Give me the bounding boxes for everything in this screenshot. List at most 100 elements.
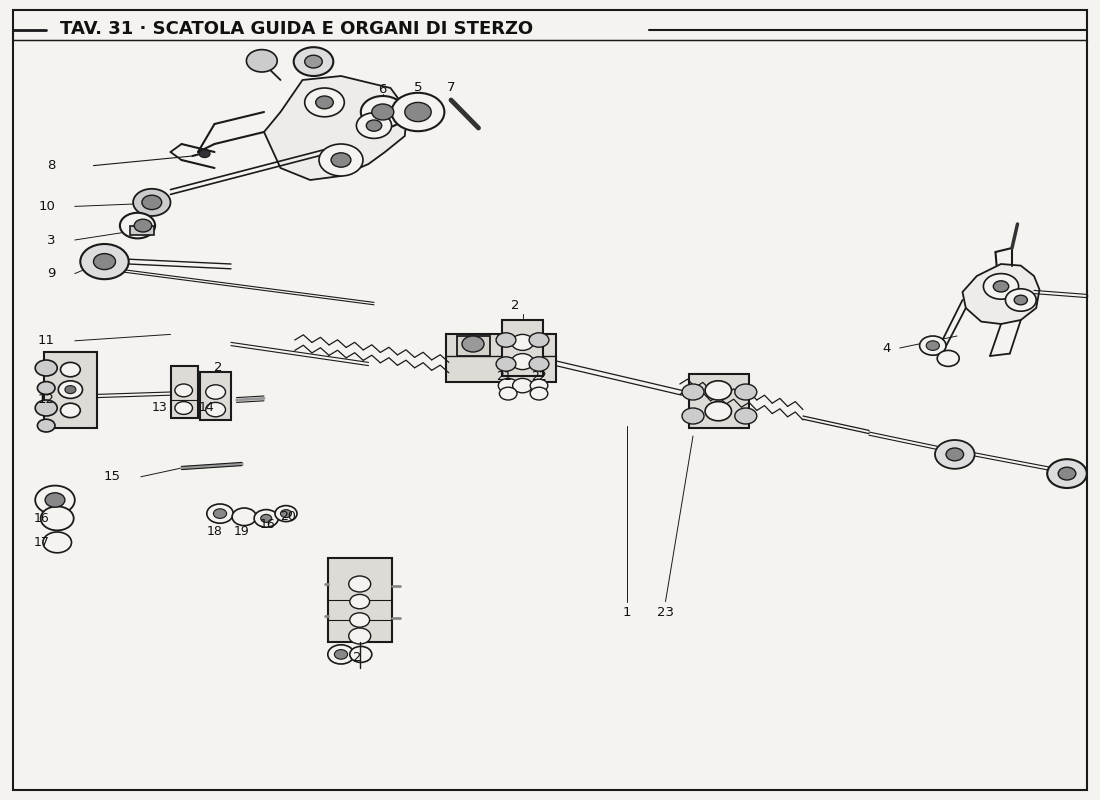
Text: 2: 2 — [213, 361, 222, 374]
Circle shape — [405, 102, 431, 122]
Circle shape — [213, 509, 227, 518]
Text: 13: 13 — [152, 401, 167, 414]
Text: 9: 9 — [46, 267, 55, 280]
Circle shape — [983, 274, 1019, 299]
Text: 5: 5 — [414, 81, 422, 94]
Circle shape — [1047, 459, 1087, 488]
Circle shape — [60, 362, 80, 377]
Text: 16: 16 — [34, 512, 50, 525]
Text: 17: 17 — [34, 536, 50, 549]
Circle shape — [512, 354, 534, 370]
Bar — [44, 352, 97, 428]
Circle shape — [133, 189, 170, 216]
Circle shape — [280, 510, 292, 518]
Circle shape — [935, 440, 975, 469]
Circle shape — [705, 402, 732, 421]
Circle shape — [361, 96, 405, 128]
Circle shape — [305, 88, 344, 117]
Circle shape — [350, 594, 370, 609]
Circle shape — [529, 333, 549, 347]
Polygon shape — [242, 240, 880, 368]
Text: 22: 22 — [531, 370, 547, 382]
Circle shape — [334, 650, 348, 659]
Circle shape — [513, 378, 532, 393]
Text: 18: 18 — [207, 525, 222, 538]
Polygon shape — [264, 76, 407, 180]
Polygon shape — [962, 264, 1040, 324]
Circle shape — [142, 195, 162, 210]
Circle shape — [232, 508, 256, 526]
Text: 8: 8 — [46, 159, 55, 172]
Circle shape — [305, 55, 322, 68]
Circle shape — [207, 504, 233, 523]
Text: 1: 1 — [623, 606, 631, 618]
Circle shape — [206, 385, 225, 399]
Circle shape — [58, 381, 82, 398]
Text: 2: 2 — [510, 299, 519, 312]
Text: 12: 12 — [39, 393, 55, 406]
Circle shape — [705, 381, 732, 400]
Text: 23: 23 — [657, 606, 674, 618]
Text: 4: 4 — [882, 342, 891, 354]
Circle shape — [206, 402, 225, 417]
Circle shape — [530, 379, 548, 392]
Text: eurospares: eurospares — [321, 398, 779, 466]
Circle shape — [37, 382, 55, 394]
Circle shape — [496, 357, 516, 371]
Circle shape — [530, 387, 548, 400]
Circle shape — [350, 646, 372, 662]
Bar — [328, 558, 392, 642]
Bar — [446, 334, 556, 382]
Circle shape — [1014, 295, 1027, 305]
Circle shape — [175, 402, 192, 414]
Circle shape — [372, 104, 394, 120]
Bar — [200, 372, 231, 420]
Circle shape — [498, 378, 518, 393]
Circle shape — [1058, 467, 1076, 480]
Circle shape — [294, 47, 333, 76]
Text: 15: 15 — [104, 470, 121, 483]
Circle shape — [45, 493, 65, 507]
Circle shape — [392, 93, 444, 131]
Circle shape — [462, 336, 484, 352]
Bar — [689, 374, 749, 428]
Text: 3: 3 — [46, 234, 55, 246]
Circle shape — [261, 514, 272, 522]
Text: 21: 21 — [496, 370, 512, 382]
Circle shape — [94, 254, 115, 270]
Circle shape — [682, 408, 704, 424]
Text: 10: 10 — [39, 200, 55, 213]
Circle shape — [120, 213, 155, 238]
Circle shape — [349, 628, 371, 644]
Circle shape — [43, 532, 72, 553]
Text: 19: 19 — [234, 525, 250, 538]
Circle shape — [65, 386, 76, 394]
Circle shape — [496, 333, 516, 347]
Circle shape — [37, 419, 55, 432]
Circle shape — [246, 50, 277, 72]
Text: 20: 20 — [280, 510, 296, 522]
Circle shape — [356, 113, 392, 138]
Circle shape — [35, 360, 57, 376]
Circle shape — [328, 645, 354, 664]
Circle shape — [937, 350, 959, 366]
Circle shape — [682, 384, 704, 400]
Circle shape — [926, 341, 939, 350]
Circle shape — [41, 506, 74, 530]
Circle shape — [366, 120, 382, 131]
Circle shape — [275, 506, 297, 522]
Bar — [456, 336, 490, 356]
Circle shape — [80, 244, 129, 279]
Circle shape — [946, 448, 964, 461]
Circle shape — [199, 150, 210, 158]
Circle shape — [316, 96, 333, 109]
Text: TAV. 31 · SCATOLA GUIDA E ORGANI DI STERZO: TAV. 31 · SCATOLA GUIDA E ORGANI DI STER… — [60, 20, 534, 38]
Text: 16: 16 — [260, 518, 275, 530]
Bar — [170, 366, 198, 418]
Circle shape — [350, 613, 370, 627]
Bar — [502, 320, 543, 376]
Circle shape — [254, 510, 278, 527]
Circle shape — [60, 403, 80, 418]
Circle shape — [529, 357, 549, 371]
Text: 2: 2 — [353, 651, 362, 664]
